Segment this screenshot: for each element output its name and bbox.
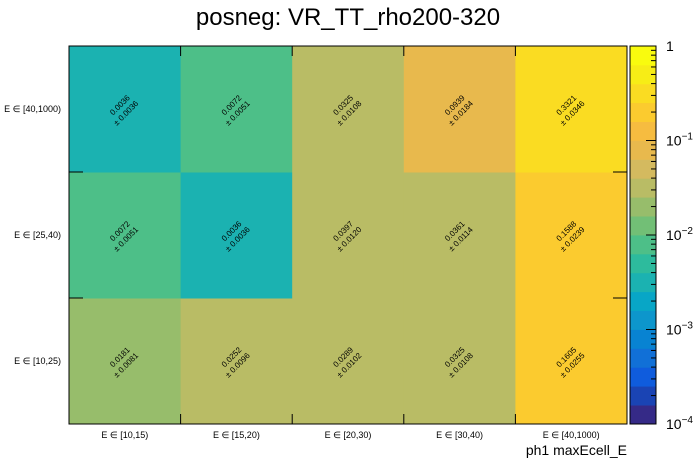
color-scale-bin bbox=[630, 367, 656, 387]
y-tick-label: E ∈ [10,25) bbox=[14, 356, 61, 366]
color-scale-label: 10−3 bbox=[666, 321, 693, 338]
x-tick-label: E ∈ [30,40) bbox=[436, 430, 483, 440]
y-tick-labels: E ∈ [10,25) E ∈ [25,40) E ∈ [40,1000) bbox=[4, 104, 61, 366]
color-scale-bin bbox=[630, 159, 656, 179]
x-tick-label: E ∈ [15,20) bbox=[213, 430, 260, 440]
axis-ticks bbox=[68, 45, 628, 425]
y-tick-label: E ∈ [25,40) bbox=[14, 230, 61, 240]
color-scale-labels: 10−4 10−3 10−2 10−1 1 bbox=[666, 38, 693, 432]
x-tick-label: E ∈ [20,30) bbox=[325, 430, 372, 440]
color-scale-bin bbox=[630, 235, 656, 255]
plot-frame bbox=[68, 45, 628, 425]
color-scale-bin bbox=[630, 310, 656, 330]
color-scale-bin bbox=[630, 272, 656, 293]
heatmap-cell bbox=[69, 298, 182, 425]
heatmap-cells bbox=[69, 46, 628, 425]
color-scale-bin bbox=[630, 46, 656, 66]
color-scale-label: 1 bbox=[666, 38, 674, 54]
color-scale-bin bbox=[630, 291, 656, 311]
heatmap-cell bbox=[180, 172, 293, 299]
color-scale-bin bbox=[630, 64, 656, 85]
color-scale-bin bbox=[630, 216, 656, 236]
color-scale-bin bbox=[630, 140, 656, 160]
y-tick-label: E ∈ [40,1000) bbox=[4, 104, 61, 114]
color-scale bbox=[629, 45, 657, 425]
color-scale-bin bbox=[630, 83, 656, 104]
color-scale-bin bbox=[630, 253, 656, 274]
heatmap-cell bbox=[292, 46, 405, 173]
heatmap-cell bbox=[292, 172, 405, 299]
color-scale-bin bbox=[630, 178, 656, 198]
x-axis-title: ph1 maxEcell_E bbox=[526, 442, 627, 458]
heatmap-cell bbox=[515, 172, 628, 299]
heatmap-cell bbox=[403, 298, 516, 425]
color-scale-bin bbox=[630, 348, 656, 368]
heatmap-cell bbox=[403, 172, 516, 299]
heatmap-cell bbox=[515, 46, 628, 173]
color-scale-label: 10−1 bbox=[666, 132, 693, 149]
color-scale-bin bbox=[630, 405, 656, 425]
x-tick-label: E ∈ [40,1000) bbox=[543, 430, 600, 440]
color-scale-bin bbox=[630, 121, 656, 141]
heatmap-cell bbox=[515, 298, 628, 425]
x-tick-label: E ∈ [10,15) bbox=[101, 430, 148, 440]
color-scale-label: 10−4 bbox=[666, 415, 693, 432]
heatmap-cell bbox=[292, 298, 405, 425]
color-scale-bin bbox=[630, 386, 656, 406]
heatmap-cell bbox=[180, 46, 293, 173]
chart-title: posneg: VR_TT_rho200-320 bbox=[195, 4, 501, 31]
color-scale-bin bbox=[630, 197, 656, 217]
heatmap-cell bbox=[69, 46, 182, 173]
color-scale-bin bbox=[630, 102, 656, 122]
heatmap-cell bbox=[403, 46, 516, 173]
color-scale-label: 10−2 bbox=[666, 226, 693, 243]
heatmap-cell bbox=[69, 172, 182, 299]
heatmap-cell bbox=[180, 298, 293, 425]
x-tick-labels: E ∈ [10,15) E ∈ [15,20) E ∈ [20,30) E ∈ [30… bbox=[101, 430, 599, 440]
color-scale-bin bbox=[630, 329, 656, 349]
